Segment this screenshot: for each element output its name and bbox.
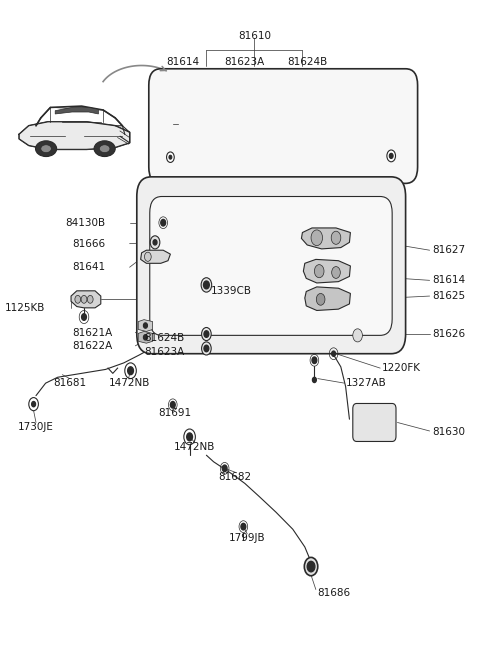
Circle shape bbox=[316, 293, 325, 305]
Circle shape bbox=[169, 155, 172, 159]
Circle shape bbox=[307, 561, 315, 572]
Circle shape bbox=[167, 152, 174, 162]
Text: 81666: 81666 bbox=[72, 238, 106, 249]
FancyBboxPatch shape bbox=[150, 196, 392, 335]
Circle shape bbox=[144, 252, 151, 261]
Ellipse shape bbox=[36, 141, 57, 157]
Polygon shape bbox=[301, 228, 350, 249]
FancyBboxPatch shape bbox=[137, 177, 406, 354]
FancyBboxPatch shape bbox=[353, 403, 396, 441]
Circle shape bbox=[144, 335, 147, 340]
Circle shape bbox=[187, 433, 192, 441]
Circle shape bbox=[75, 295, 81, 303]
Text: 81627: 81627 bbox=[432, 245, 465, 255]
Text: 1339CB: 1339CB bbox=[211, 286, 252, 296]
Text: 81614: 81614 bbox=[166, 57, 199, 67]
Circle shape bbox=[387, 150, 396, 162]
Text: 81622A: 81622A bbox=[72, 341, 113, 351]
Circle shape bbox=[144, 323, 147, 328]
Circle shape bbox=[153, 240, 157, 245]
Circle shape bbox=[204, 345, 209, 352]
Circle shape bbox=[150, 236, 160, 249]
Text: 81624B: 81624B bbox=[287, 57, 327, 67]
Circle shape bbox=[304, 557, 318, 576]
Text: 81682: 81682 bbox=[218, 472, 252, 482]
Polygon shape bbox=[138, 331, 153, 343]
Text: 1327AB: 1327AB bbox=[346, 378, 386, 388]
Text: 1472NB: 1472NB bbox=[174, 441, 215, 452]
Text: 81624B: 81624B bbox=[144, 333, 185, 343]
Text: 81691: 81691 bbox=[158, 407, 192, 418]
Circle shape bbox=[161, 219, 166, 226]
Text: 81686: 81686 bbox=[317, 588, 350, 598]
Polygon shape bbox=[138, 320, 153, 331]
Circle shape bbox=[170, 402, 175, 408]
Text: 1730JE: 1730JE bbox=[18, 422, 54, 432]
Text: 81641: 81641 bbox=[72, 262, 106, 272]
Circle shape bbox=[204, 331, 209, 337]
Polygon shape bbox=[71, 291, 101, 308]
Circle shape bbox=[202, 328, 211, 341]
Text: 1472NB: 1472NB bbox=[109, 378, 150, 388]
Circle shape bbox=[32, 402, 36, 407]
Polygon shape bbox=[305, 287, 350, 310]
Circle shape bbox=[353, 329, 362, 342]
Ellipse shape bbox=[99, 145, 110, 153]
Polygon shape bbox=[55, 107, 98, 114]
Text: 81614: 81614 bbox=[432, 275, 465, 286]
Text: 1799JB: 1799JB bbox=[229, 533, 265, 544]
Circle shape bbox=[128, 367, 133, 375]
Text: 81621A: 81621A bbox=[72, 328, 113, 338]
Text: 1125KB: 1125KB bbox=[5, 303, 46, 313]
Text: 81681: 81681 bbox=[53, 378, 86, 388]
Text: 1220FK: 1220FK bbox=[382, 363, 420, 373]
FancyBboxPatch shape bbox=[149, 69, 418, 183]
Circle shape bbox=[311, 230, 323, 246]
Circle shape bbox=[87, 295, 93, 303]
Text: 81623A: 81623A bbox=[144, 346, 185, 357]
Circle shape bbox=[389, 153, 393, 159]
Circle shape bbox=[241, 523, 246, 530]
Circle shape bbox=[201, 278, 212, 292]
Circle shape bbox=[82, 314, 86, 320]
Polygon shape bbox=[19, 122, 130, 149]
Text: 81610: 81610 bbox=[238, 31, 271, 41]
Circle shape bbox=[312, 377, 316, 383]
Text: 81630: 81630 bbox=[432, 427, 465, 438]
Circle shape bbox=[331, 231, 341, 244]
Circle shape bbox=[312, 357, 317, 364]
Text: 81625: 81625 bbox=[432, 291, 465, 301]
Polygon shape bbox=[303, 259, 350, 283]
Circle shape bbox=[204, 281, 209, 289]
Circle shape bbox=[314, 265, 324, 278]
Polygon shape bbox=[141, 250, 170, 263]
Text: 81623A: 81623A bbox=[225, 57, 265, 67]
Ellipse shape bbox=[41, 145, 51, 153]
Circle shape bbox=[29, 398, 38, 411]
Text: 84130B: 84130B bbox=[65, 217, 106, 228]
Circle shape bbox=[81, 295, 87, 303]
Circle shape bbox=[332, 267, 340, 278]
Circle shape bbox=[332, 351, 336, 356]
Ellipse shape bbox=[94, 141, 115, 157]
Text: 81626: 81626 bbox=[432, 329, 465, 339]
Circle shape bbox=[222, 465, 227, 472]
Circle shape bbox=[202, 342, 211, 355]
